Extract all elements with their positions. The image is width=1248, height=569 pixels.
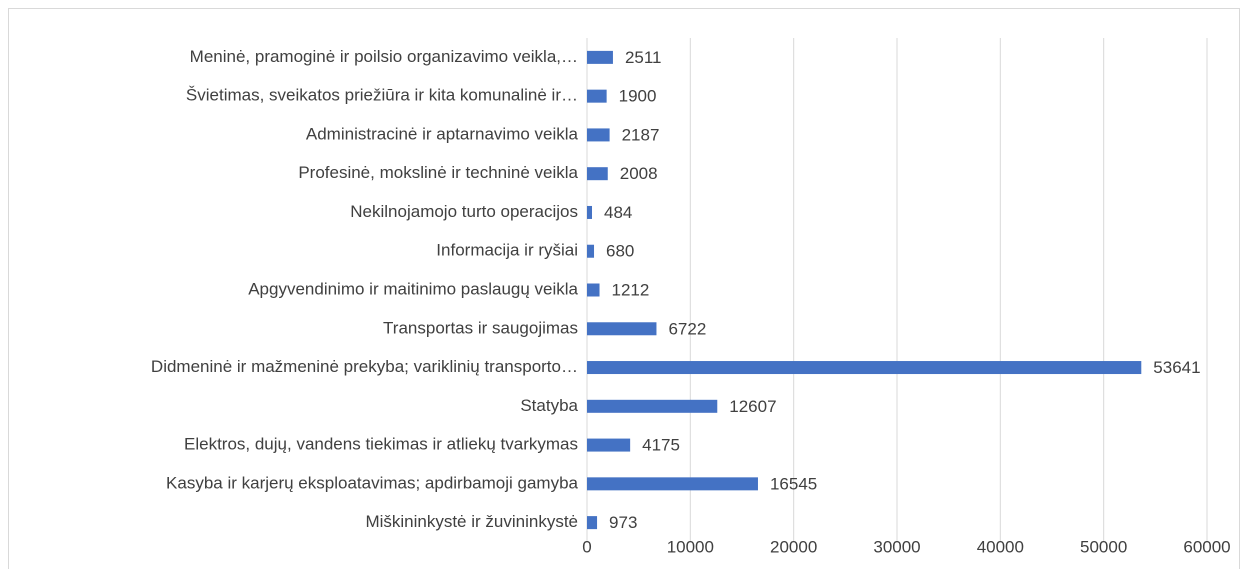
x-tick-label: 60000 <box>1183 537 1230 556</box>
y-tick-label: Informacija ir ryšiai <box>436 241 578 260</box>
bar <box>587 283 600 297</box>
data-label: 53641 <box>1153 358 1200 377</box>
data-label: 2187 <box>622 125 660 144</box>
data-label: 12607 <box>729 397 776 416</box>
bar <box>587 89 607 103</box>
y-tick-label: Elektros, dujų, vandens tiekimas ir atli… <box>184 435 578 454</box>
x-tick-label: 0 <box>582 537 591 556</box>
data-label: 4175 <box>642 436 680 455</box>
bar <box>587 477 758 491</box>
y-tick-label: Kasyba ir karjerų eksploatavimas; apdirb… <box>166 473 579 492</box>
bar <box>587 128 610 142</box>
bar <box>587 50 613 64</box>
data-label: 1900 <box>619 87 657 106</box>
bar <box>587 244 595 258</box>
bar <box>587 322 657 336</box>
y-tick-label: Meninė, pramoginė ir poilsio organizavim… <box>190 47 578 66</box>
chart-frame <box>8 8 1240 569</box>
bar <box>587 438 631 452</box>
y-tick-label: Administracinė ir aptarnavimo veikla <box>306 124 579 143</box>
data-label: 973 <box>609 513 637 532</box>
y-tick-label: Transportas ir saugojimas <box>383 318 578 337</box>
x-tick-label: 50000 <box>1080 537 1127 556</box>
data-label: 484 <box>604 203 632 222</box>
data-label: 2511 <box>625 48 662 67</box>
bar <box>587 361 1142 375</box>
y-tick-label: Didmeninė ir mažmeninė prekyba; variklin… <box>151 357 578 376</box>
bar <box>587 167 608 181</box>
x-tick-label: 10000 <box>667 537 714 556</box>
data-label: 2008 <box>620 164 658 183</box>
y-tick-label: Švietimas, sveikatos priežiūra ir kita k… <box>186 86 578 105</box>
data-label: 1212 <box>612 280 650 299</box>
bar <box>587 205 593 219</box>
x-tick-label: 30000 <box>873 537 920 556</box>
bar <box>587 399 718 413</box>
y-tick-label: Miškininkystė ir žuvininkystė <box>365 512 578 531</box>
y-tick-label: Nekilnojamojo turto operacijos <box>350 202 578 221</box>
data-label: 680 <box>606 242 634 261</box>
data-label: 6722 <box>668 319 706 338</box>
x-tick-label: 40000 <box>977 537 1024 556</box>
y-tick-label: Profesinė, mokslinė ir techninė veikla <box>298 163 578 182</box>
data-label: 16545 <box>770 474 817 493</box>
bar <box>587 516 598 530</box>
y-tick-label: Statyba <box>520 396 578 415</box>
x-tick-label: 20000 <box>770 537 817 556</box>
y-tick-label: Apgyvendinimo ir maitinimo paslaugų veik… <box>248 279 578 298</box>
